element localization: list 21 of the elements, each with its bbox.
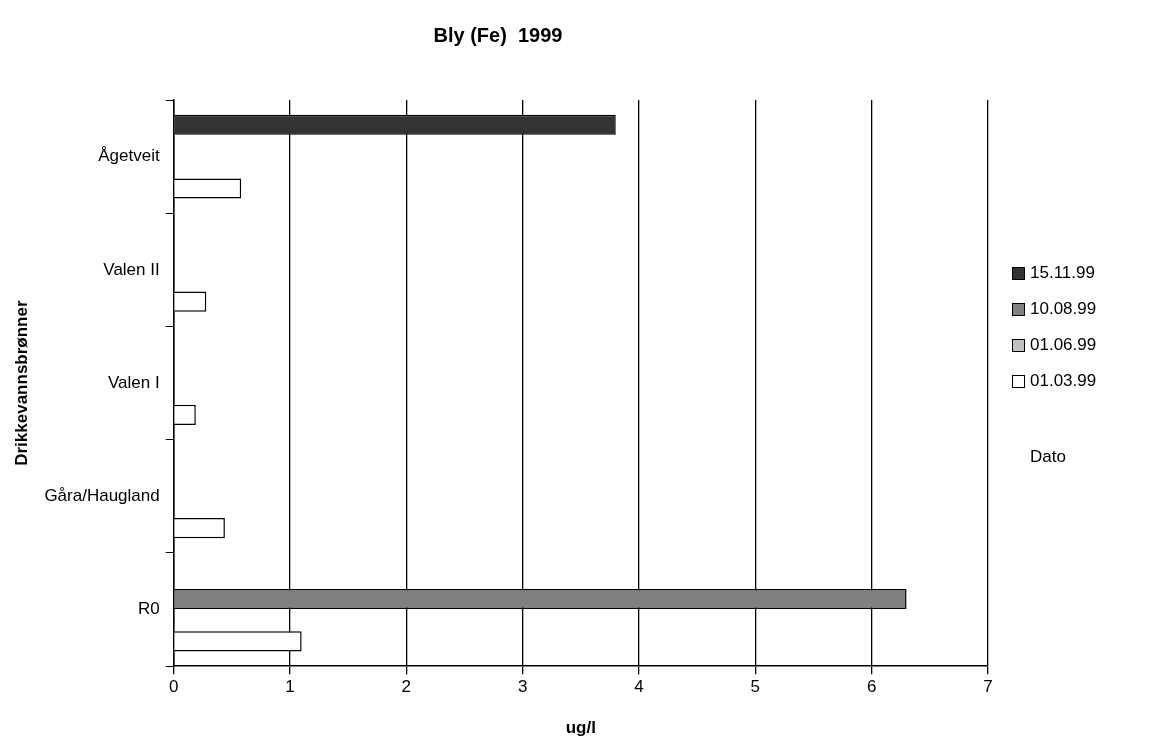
legend-label: 10.08.99 — [1030, 299, 1097, 319]
y-tick-label: Valen I — [108, 372, 160, 392]
x-tick-label: 2 — [401, 677, 412, 697]
x-tick-label: 6 — [866, 677, 877, 697]
legend-title: Dato — [1029, 447, 1067, 467]
y-tick-label: R0 — [137, 599, 160, 619]
x-tick-label: 3 — [517, 677, 528, 697]
x-tick-label: 7 — [983, 677, 993, 697]
y-axis-title: Drikkevannsbrønner — [11, 300, 31, 466]
x-tick-label: 4 — [634, 677, 644, 697]
text: 01.03.99 — [1030, 371, 1097, 391]
x-axis-title: ug/l — [565, 718, 596, 738]
y-tick-label: Valen II — [103, 259, 160, 279]
legend-label: 15.11.99 — [1030, 263, 1095, 283]
legend-label: 01.06.99 — [1030, 335, 1097, 355]
x-tick-label: 1 — [285, 677, 295, 697]
x-tick-label: 5 — [750, 677, 761, 697]
y-tick-label: Ågetveit — [98, 146, 160, 166]
y-tick-label: Gåra/Haugland — [44, 486, 160, 506]
chart-title: Bly (Fe) 1999 — [433, 23, 563, 46]
x-tick-label: 0 — [168, 677, 179, 697]
